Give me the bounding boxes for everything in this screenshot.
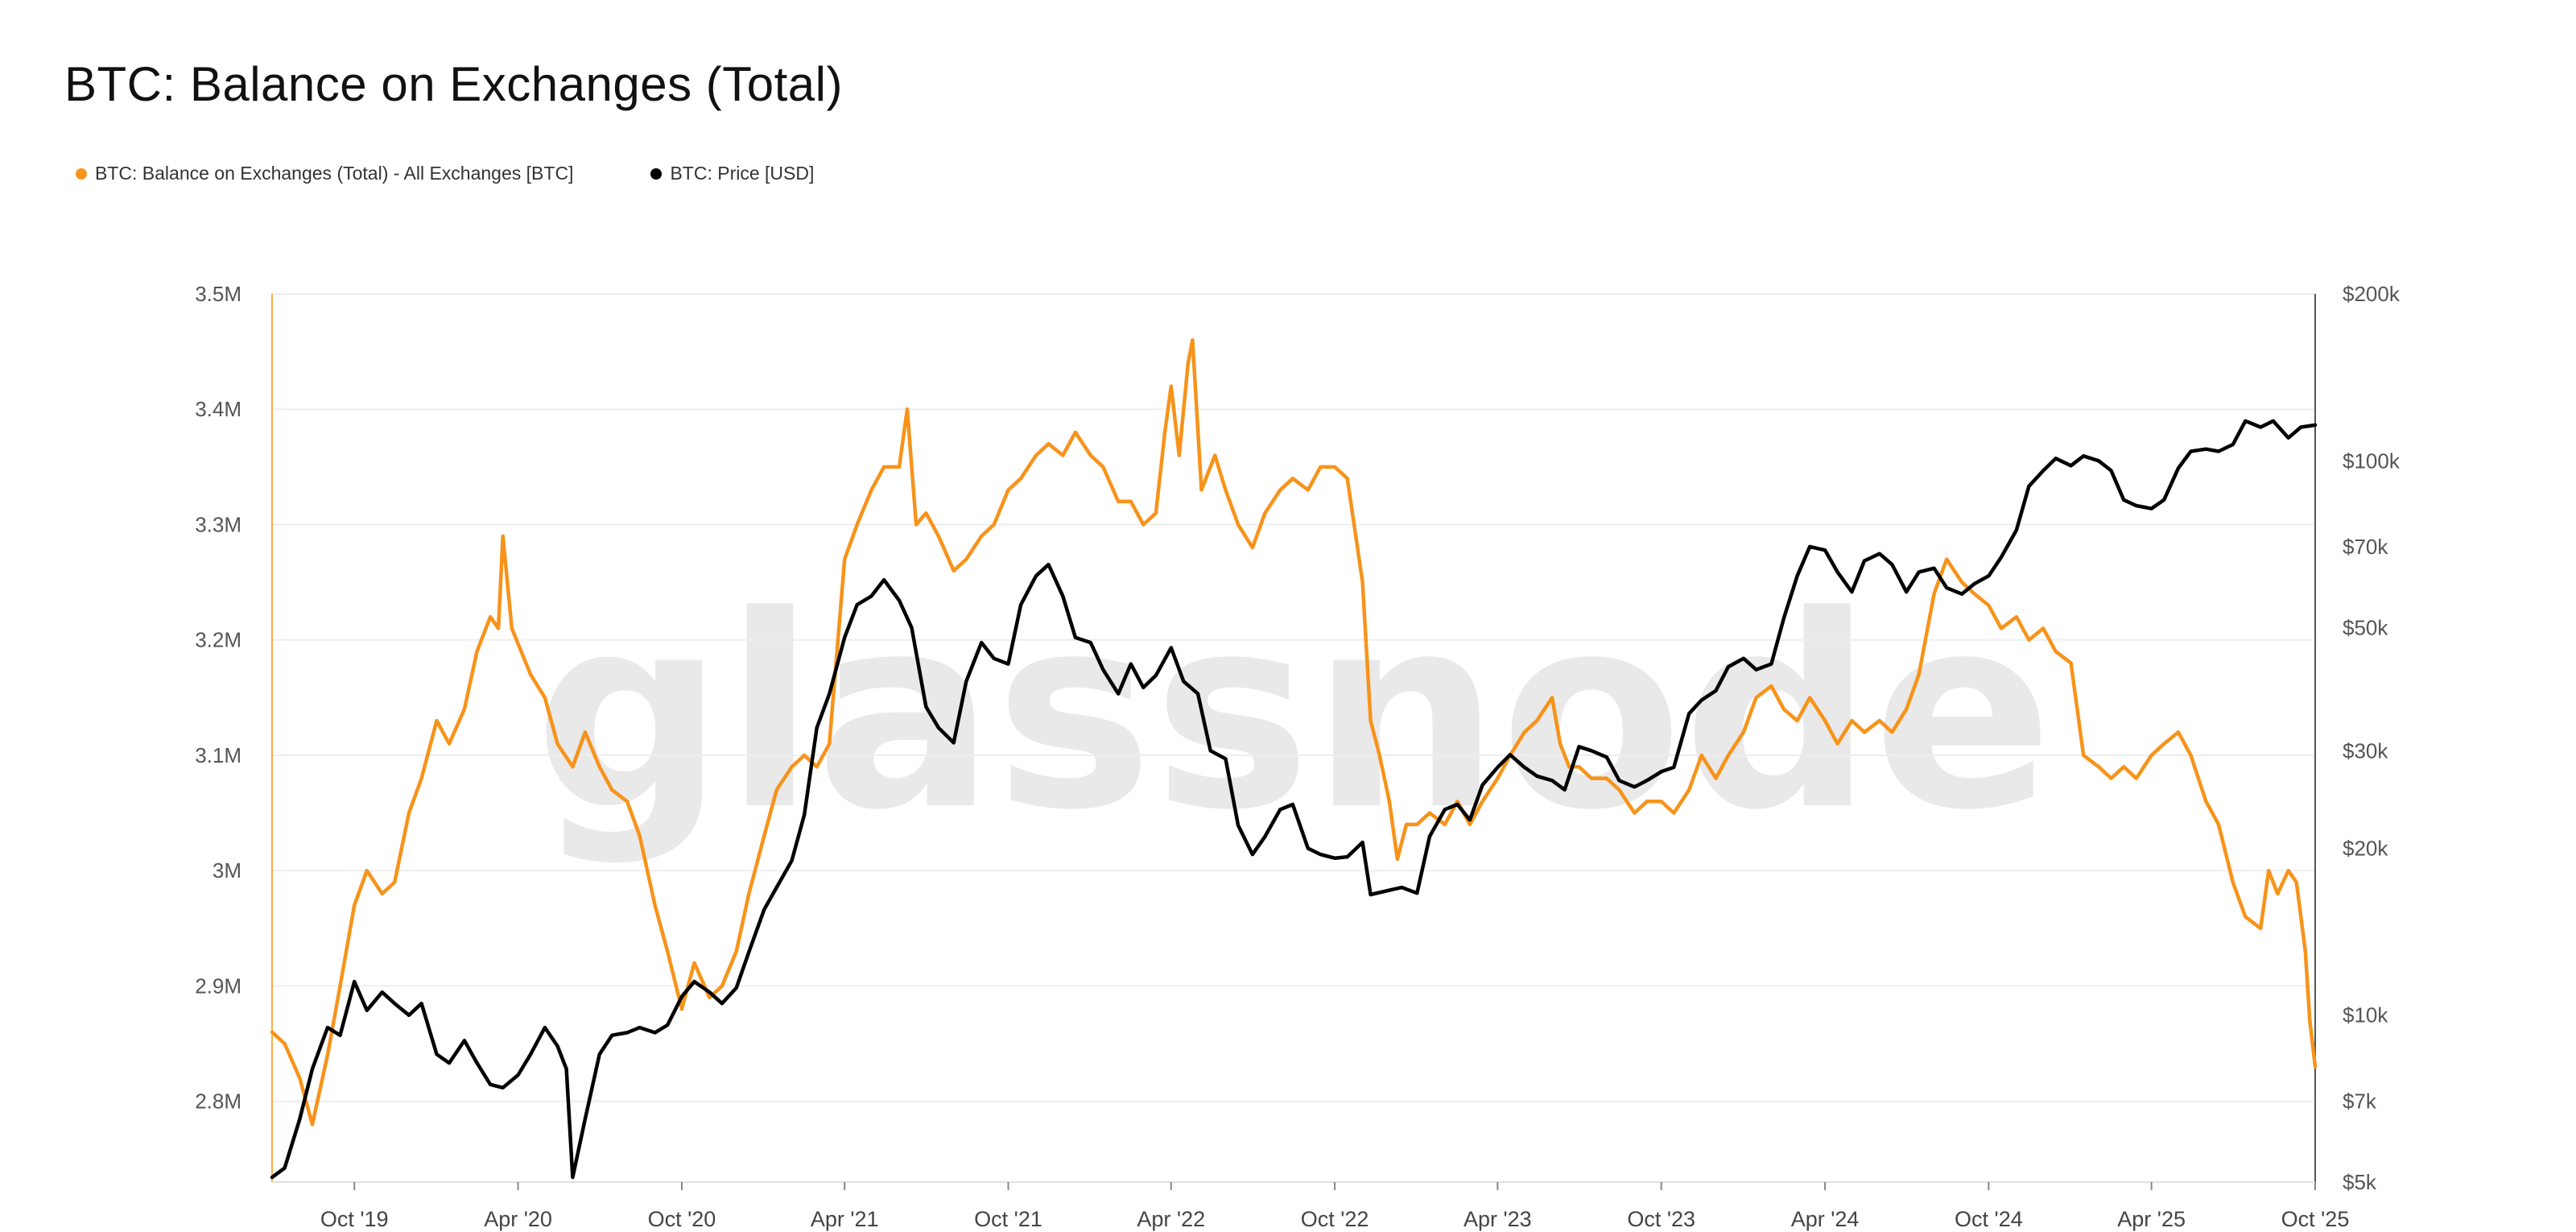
- legend-dot-balance: [76, 167, 87, 180]
- y-left-tick-label: 3M: [213, 858, 242, 883]
- legend-label-balance: BTC: Balance on Exchanges (Total) - All …: [95, 163, 574, 184]
- x-tick-label: Oct '20: [648, 1207, 716, 1231]
- y-right-tick-label: $5k: [2343, 1170, 2377, 1194]
- x-tick-label: Oct '22: [1301, 1207, 1369, 1231]
- x-tick-label: Apr '21: [811, 1207, 879, 1231]
- y-left-tick-label: 3.4M: [195, 397, 242, 421]
- x-tick-label: Oct '25: [2281, 1207, 2350, 1231]
- y-right-tick-label: $50k: [2343, 616, 2388, 640]
- x-tick-label: Apr '22: [1137, 1207, 1205, 1231]
- y-right-tick-label: $100k: [2343, 449, 2401, 473]
- series-line-balance: [270, 338, 2318, 1127]
- legend-item-balance[interactable]: BTC: Balance on Exchanges (Total) - All …: [76, 163, 573, 184]
- x-tick-label: Apr '20: [484, 1207, 552, 1231]
- x-tick-label: Apr '24: [1791, 1207, 1860, 1231]
- legend-dot-price: [650, 167, 663, 180]
- y-left-tick-label: 2.8M: [195, 1089, 242, 1114]
- x-tick-label: Oct '23: [1627, 1207, 1695, 1231]
- y-right-tick-label: $10k: [2343, 1003, 2388, 1027]
- y-right-tick-label: $200k: [2343, 282, 2401, 306]
- y-left-tick-label: 3.5M: [195, 282, 242, 306]
- y-left-tick-label: 2.9M: [195, 974, 242, 998]
- y-left-tick-label: 3.1M: [195, 743, 242, 767]
- y-right-tick-label: $20k: [2343, 836, 2388, 860]
- page-title: BTC: Balance on Exchanges (Total): [64, 57, 843, 111]
- watermark-logo: glassnode: [535, 559, 2054, 868]
- series-line-price: [270, 419, 2318, 1180]
- y-right-tick-label: $30k: [2343, 738, 2388, 763]
- chart-legend: BTC: Balance on Exchanges (Total) - All …: [76, 163, 814, 184]
- x-tick-label: Oct '19: [320, 1207, 389, 1231]
- y-right-tick-label: $70k: [2343, 535, 2388, 559]
- x-tick-label: Oct '24: [1955, 1207, 2023, 1231]
- y-left-tick-label: 3.3M: [195, 512, 242, 536]
- legend-label-price: BTC: Price [USD]: [670, 163, 815, 184]
- y-left-tick-label: 3.2M: [195, 628, 242, 652]
- x-tick-label: Oct '21: [974, 1207, 1042, 1231]
- legend-item-price[interactable]: BTC: Price [USD]: [650, 163, 814, 184]
- x-tick-label: Apr '25: [2117, 1207, 2186, 1231]
- x-tick-label: Apr '23: [1463, 1207, 1532, 1231]
- y-right-tick-label: $7k: [2343, 1089, 2377, 1113]
